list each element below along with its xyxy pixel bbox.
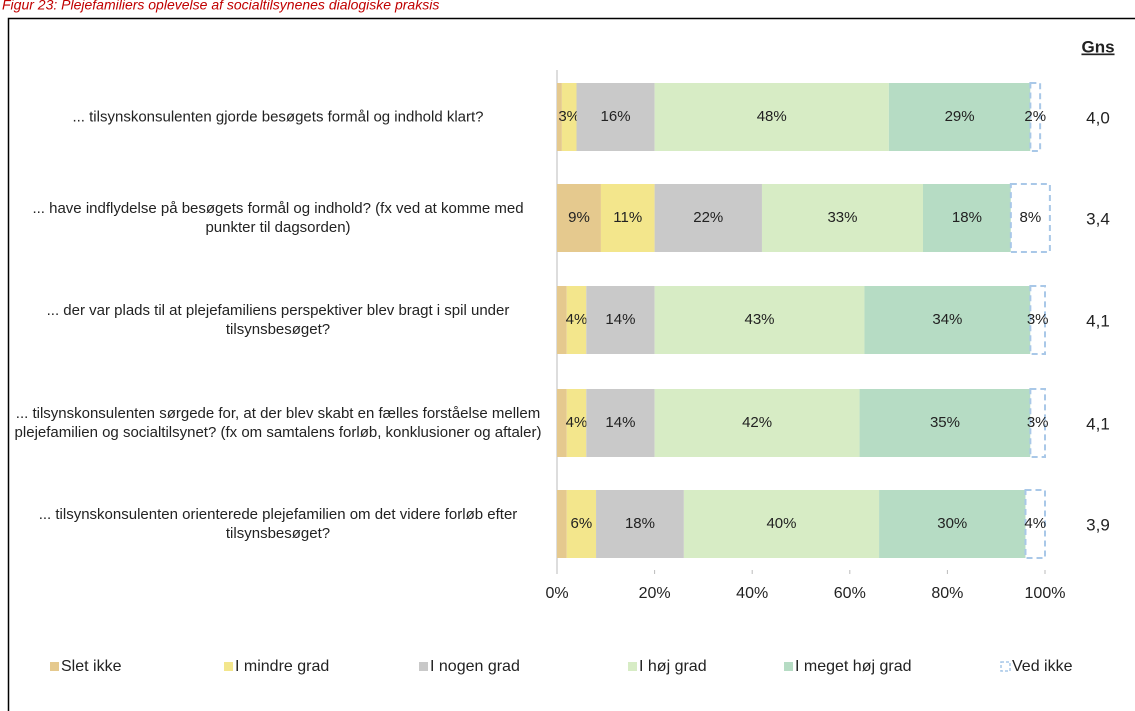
frame	[7, 17, 1135, 711]
bar-segment	[654, 83, 889, 151]
bar-segment	[654, 389, 860, 457]
data-label: 3%	[1027, 311, 1049, 328]
bar-segment	[923, 184, 1011, 252]
x-tick-label: 60%	[834, 585, 866, 602]
bar-segment	[566, 490, 597, 558]
bar-segment	[888, 83, 1031, 151]
bar-segment	[761, 184, 923, 252]
bar-segment	[879, 490, 1026, 558]
x-tick-label: 0%	[545, 585, 568, 602]
legend-marker	[628, 662, 637, 671]
legend-label: I mindre grad	[235, 658, 329, 675]
bar-segment	[1029, 388, 1046, 458]
x-tick-label: 40%	[736, 585, 768, 602]
bar-segment	[596, 490, 684, 558]
bar-segment	[683, 490, 880, 558]
legend-marker	[419, 662, 428, 671]
chart-title: Figur 23: Plejefamiliers oplevelse af so…	[2, 0, 439, 13]
data-label: 3%	[558, 108, 580, 125]
data-label: 34%	[932, 311, 962, 328]
legend-label: I nogen grad	[430, 658, 520, 675]
data-label: 40%	[766, 515, 796, 532]
bar-segment	[561, 83, 577, 151]
data-label: 11%	[613, 209, 642, 226]
data-label: 8%	[1020, 209, 1042, 226]
bar-segment	[586, 286, 655, 354]
legend-label: Slet ikke	[61, 658, 122, 675]
data-label: 4%	[1024, 515, 1046, 532]
data-label: 16%	[601, 108, 631, 125]
gns-value: 4,1	[1086, 414, 1110, 433]
gns-header: Gns	[1081, 37, 1114, 56]
legend-label: I meget høj grad	[795, 658, 912, 675]
category-label: ... der var plads til at plejefamiliens …	[46, 302, 510, 338]
bar-segment	[859, 389, 1031, 457]
legend-label: I høj grad	[639, 658, 707, 675]
data-label: 2%	[1024, 108, 1046, 125]
data-label: 4%	[566, 414, 588, 431]
legend-marker	[224, 662, 233, 671]
x-tick-label: 80%	[931, 585, 963, 602]
bar-segment	[576, 83, 655, 151]
gns-value: 4,1	[1086, 311, 1110, 330]
bar-segment	[600, 184, 655, 252]
data-label: 14%	[605, 414, 635, 431]
data-label: 33%	[827, 209, 857, 226]
legend-marker	[1000, 661, 1011, 672]
gns-value: 4,0	[1086, 108, 1110, 127]
data-label: 3%	[1027, 414, 1049, 431]
bar-segment	[566, 286, 587, 354]
gns-value: 3,4	[1086, 209, 1110, 228]
bar-segment	[557, 286, 567, 354]
data-label: 30%	[937, 515, 967, 532]
data-label: 18%	[625, 515, 655, 532]
category-label: ... tilsynskonsulenten gjorde besøgets f…	[72, 108, 484, 126]
bar-segment	[1024, 489, 1046, 559]
data-label: 6%	[571, 515, 593, 532]
data-label: 14%	[605, 311, 635, 328]
bar-segment	[557, 389, 567, 457]
bar-segment	[566, 389, 587, 457]
bar-segment	[557, 83, 562, 151]
bar-segment	[557, 490, 567, 558]
legend-label: Ved ikke	[1012, 658, 1073, 675]
data-label: 29%	[945, 108, 975, 125]
bar-segment	[557, 184, 601, 252]
data-label: 9%	[568, 209, 590, 226]
data-label: 18%	[952, 209, 982, 226]
bar-segment	[864, 286, 1031, 354]
data-label: 22%	[693, 209, 723, 226]
bar-segment	[586, 389, 655, 457]
data-label: 4%	[566, 311, 588, 328]
gns-value: 3,9	[1086, 515, 1110, 534]
bar-segment	[1009, 183, 1051, 253]
category-label: ... tilsynskonsulenten sørgede for, at d…	[14, 405, 542, 441]
bar-segment	[654, 286, 865, 354]
bar-segment	[654, 184, 762, 252]
data-label: 48%	[757, 108, 787, 125]
data-label: 42%	[742, 414, 772, 431]
category-label: ... tilsynskonsulenten orienterede pleje…	[38, 506, 518, 542]
data-label: 43%	[745, 311, 775, 328]
bar-segment	[1029, 82, 1042, 152]
x-tick-label: 20%	[639, 585, 671, 602]
legend-marker	[784, 662, 793, 671]
data-label: 35%	[930, 414, 960, 431]
category-label: ... have indflydelse på besøgets formål …	[32, 200, 524, 236]
legend-marker	[50, 662, 59, 671]
bar-segment	[1029, 285, 1046, 355]
x-tick-label: 100%	[1025, 585, 1066, 602]
